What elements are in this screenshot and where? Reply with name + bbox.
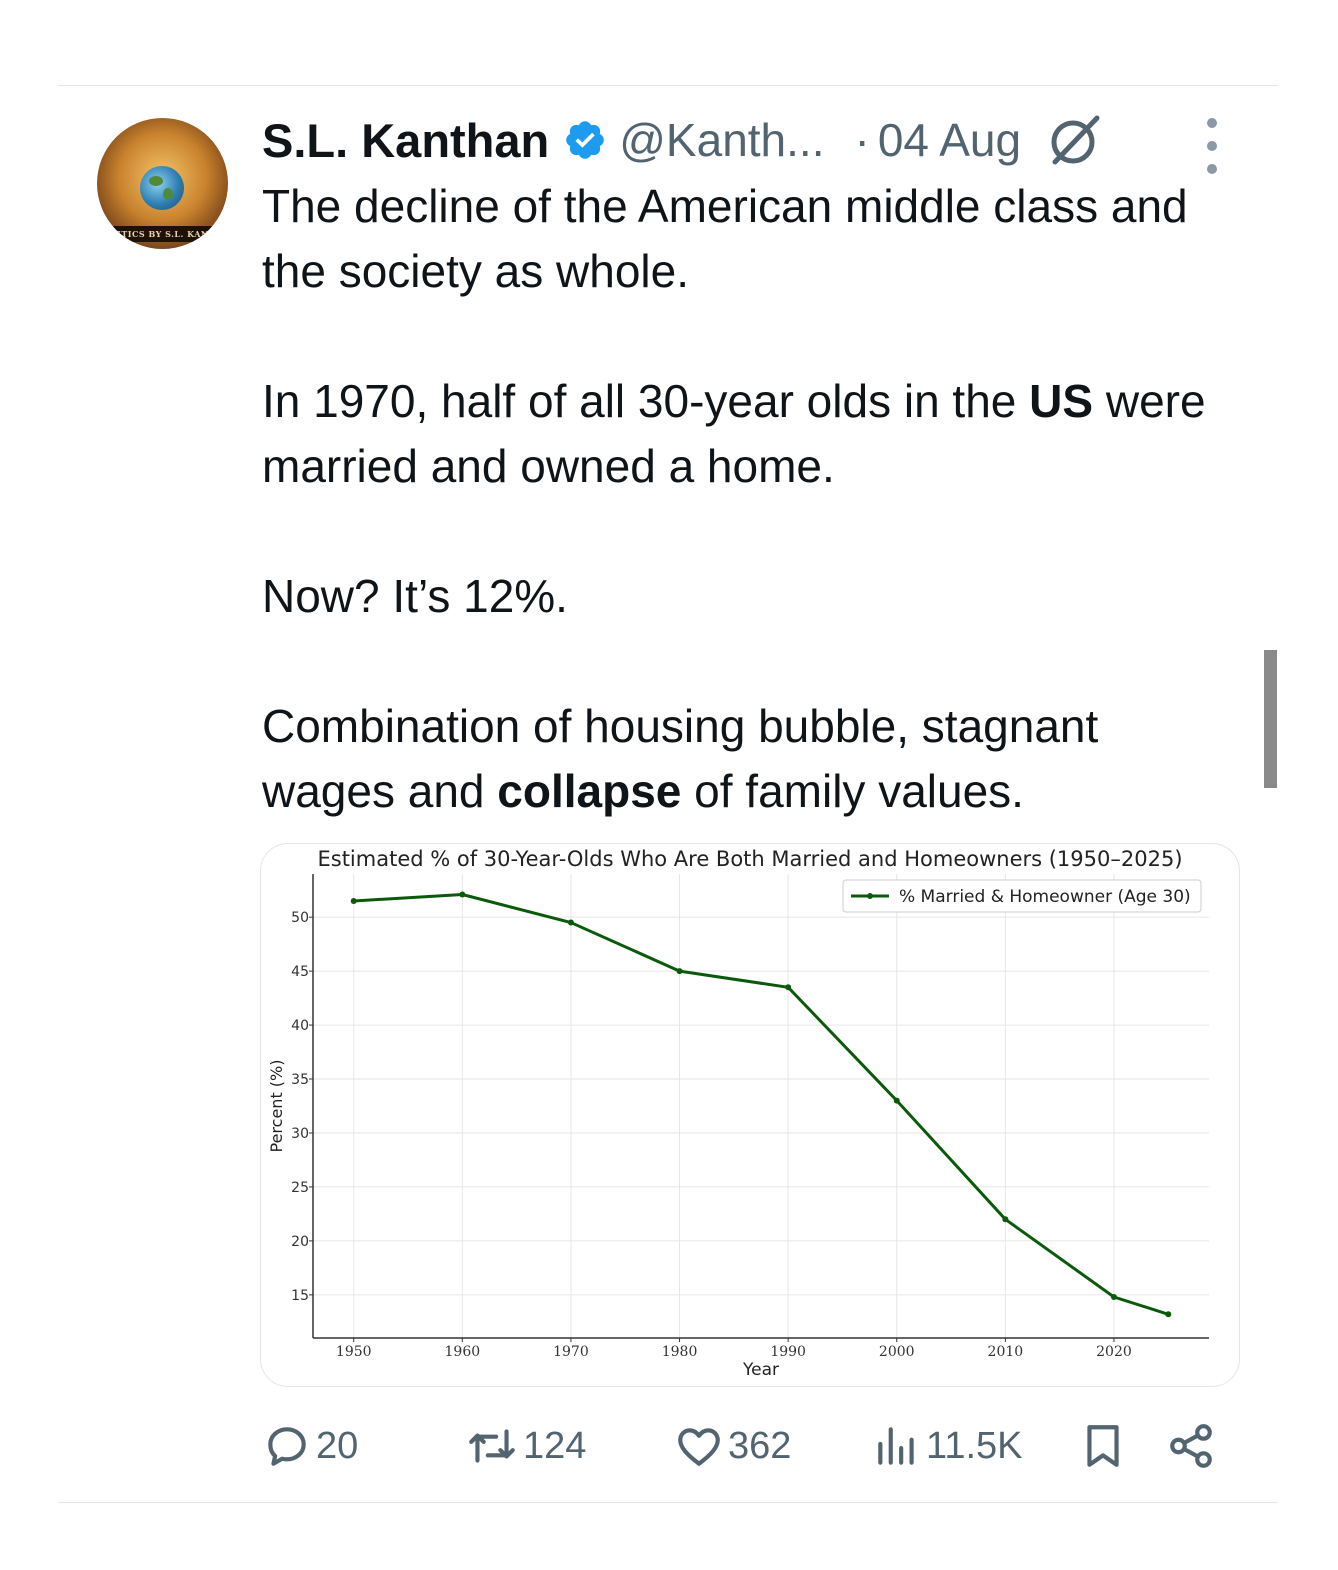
bookmark-button[interactable]	[1078, 1416, 1128, 1476]
reply-count: 20	[316, 1424, 359, 1467]
x-tick-label: 1990	[770, 1344, 806, 1360]
more-dot	[1207, 141, 1217, 151]
like-button[interactable]: 362	[674, 1416, 791, 1476]
views-icon	[872, 1421, 922, 1471]
y-tick-label: 15	[291, 1288, 309, 1304]
post-text-run: Combination of housing bubble, stagnant …	[262, 700, 1099, 817]
share-button[interactable]	[1166, 1416, 1216, 1476]
data-point	[1002, 1216, 1009, 1223]
more-dot	[1207, 118, 1217, 128]
post-paragraph: Combination of housing bubble, stagnant …	[262, 694, 1222, 824]
repost-count: 124	[523, 1424, 587, 1467]
data-point	[1165, 1311, 1172, 1318]
y-tick-label: 50	[291, 910, 309, 926]
post-paragraph: Now? It’s 12%.	[262, 564, 1222, 629]
top-divider	[58, 85, 1278, 86]
avatar[interactable]: POLITICS BY S.L. KANTHAN	[97, 118, 228, 249]
verified-badge-icon	[563, 118, 607, 162]
avatar-banner: POLITICS BY S.L. KANTHAN	[97, 226, 228, 242]
data-point	[459, 891, 466, 898]
reply-icon	[262, 1421, 312, 1471]
line-chart: 15 20 25 30 35 40 45 50 1950 1960 1970 1980 1990 2000…	[267, 847, 1209, 1380]
post-text: The decline of the American middle class…	[262, 174, 1222, 824]
author-name[interactable]: S.L. Kanthan	[262, 113, 550, 167]
more-vertical-icon[interactable]	[1196, 118, 1228, 174]
share-icon	[1166, 1421, 1216, 1471]
bookmark-icon	[1078, 1421, 1128, 1471]
data-point	[1110, 1293, 1117, 1300]
y-tick-label: 25	[291, 1180, 309, 1196]
post-header: S.L. Kanthan @Kanth... · 04 Aug	[262, 112, 1103, 168]
x-tick-label: 2020	[1096, 1344, 1132, 1360]
y-tick-label: 20	[291, 1234, 309, 1250]
y-axis-label: Percent (%)	[267, 1060, 286, 1153]
legend-label: % Married & Homeowner (Age 30)	[899, 887, 1191, 907]
post-text-run: Now? It’s 12%.	[262, 570, 568, 622]
post-text-bold: US	[1029, 375, 1094, 427]
more-dot	[1207, 164, 1217, 174]
data-point	[893, 1097, 900, 1104]
chart-image[interactable]: 15 20 25 30 35 40 45 50 1950 1960 1970 1980 1990 2000…	[260, 843, 1240, 1387]
y-tick-label: 35	[291, 1072, 309, 1088]
action-bar: 20 124 362 11.5K	[262, 1416, 1222, 1476]
y-tick-label: 40	[291, 1018, 309, 1034]
avatar-globe	[140, 166, 184, 210]
views-button[interactable]: 11.5K	[872, 1416, 1022, 1476]
x-tick-label: 2000	[879, 1344, 915, 1360]
post-text-run: of family values.	[681, 765, 1024, 817]
post-paragraph: In 1970, half of all 30-year olds in the…	[262, 369, 1222, 499]
post-text-run: The decline of the American middle class…	[262, 180, 1188, 297]
repost-button[interactable]: 124	[465, 1416, 586, 1476]
x-tick-label: 1980	[662, 1344, 698, 1360]
data-point	[785, 984, 792, 991]
views-count: 11.5K	[926, 1424, 1023, 1467]
avatar-land	[163, 188, 173, 200]
avatar-land	[149, 176, 163, 186]
like-count: 362	[728, 1424, 792, 1467]
x-axis-label: Year	[742, 1360, 779, 1380]
y-tick-label: 30	[291, 1126, 309, 1142]
data-point	[676, 968, 683, 975]
x-tick-label: 1950	[336, 1344, 372, 1360]
like-icon	[674, 1421, 724, 1471]
scrollbar-thumb[interactable]	[1264, 650, 1277, 788]
legend-box	[842, 879, 1202, 913]
x-tick-label: 1970	[553, 1344, 589, 1360]
grok-icon[interactable]	[1047, 112, 1103, 168]
legend-marker	[867, 893, 873, 899]
reply-button[interactable]: 20	[262, 1416, 358, 1476]
post-date[interactable]: 04 Aug	[877, 114, 1022, 166]
data-point	[350, 897, 357, 904]
y-tick-label: 45	[291, 964, 309, 980]
data-point	[567, 919, 574, 926]
repost-icon	[465, 1421, 519, 1471]
post-text-bold: collapse	[497, 765, 682, 817]
post-paragraph: The decline of the American middle class…	[262, 174, 1222, 304]
bottom-divider	[58, 1502, 1278, 1503]
series-line	[353, 893, 1169, 1316]
x-tick-label: 2010	[988, 1344, 1024, 1360]
chart-title: Estimated % of 30-Year-Olds Who Are Both…	[317, 847, 1182, 871]
x-tick-label: 1960	[445, 1344, 481, 1360]
post-text-run: were married and owned a home.	[262, 375, 1206, 492]
post-text-run: In 1970, half of all 30-year olds in the	[262, 375, 1030, 427]
separator-dot: ·	[854, 114, 870, 166]
author-handle[interactable]: @Kanth...	[619, 114, 825, 166]
